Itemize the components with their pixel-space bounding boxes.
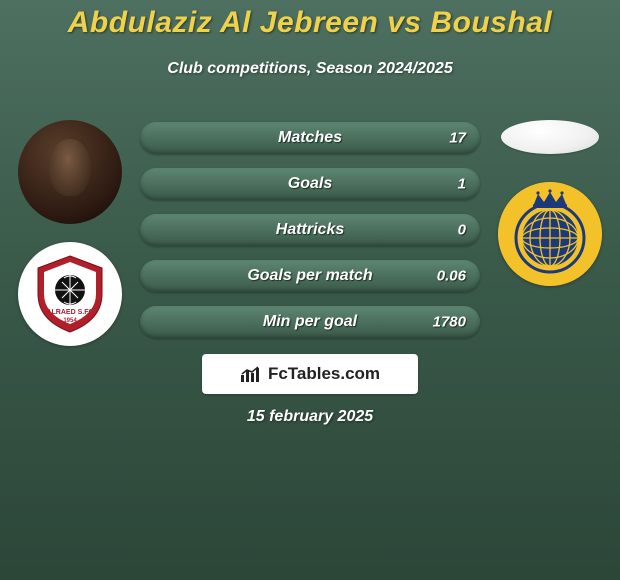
stat-label: Min per goal — [263, 313, 357, 331]
stat-row: Goals 1 — [140, 168, 480, 200]
page-title: Abdulaziz Al Jebreen vs Boushal — [0, 6, 620, 40]
stat-row: Goals per match 0.06 — [140, 260, 480, 292]
player2-club-badge — [498, 182, 602, 286]
stat-right-value: 1 — [458, 176, 466, 193]
alraed-badge-icon: ALRAED S.FC 1954 — [34, 254, 106, 334]
player1-column: ALRAED S.FC 1954 — [10, 120, 130, 346]
branding-text: FcTables.com — [268, 364, 380, 384]
player1-avatar — [18, 120, 122, 224]
subtitle: Club competitions, Season 2024/2025 — [0, 60, 620, 78]
date-text: 15 february 2025 — [0, 408, 620, 426]
branding-badge: FcTables.com — [202, 354, 418, 394]
stat-label: Goals — [288, 175, 332, 193]
chart-icon — [240, 365, 262, 383]
stat-row: Matches 17 — [140, 122, 480, 154]
stat-right-value: 0 — [458, 222, 466, 239]
alnassr-badge-icon — [498, 182, 602, 286]
club1-label: ALRAED S.FC — [46, 309, 93, 316]
stat-row: Min per goal 1780 — [140, 306, 480, 338]
stat-label: Hattricks — [276, 221, 344, 239]
player2-column — [490, 120, 610, 286]
stat-right-value: 17 — [449, 130, 466, 147]
player1-club-badge: ALRAED S.FC 1954 — [18, 242, 122, 346]
club1-year: 1954 — [63, 318, 77, 324]
player2-avatar — [501, 120, 599, 154]
stat-row: Hattricks 0 — [140, 214, 480, 246]
stat-right-value: 0.06 — [437, 268, 466, 285]
stats-list: Matches 17 Goals 1 Hattricks 0 Goals per… — [140, 122, 480, 352]
stat-label: Goals per match — [247, 267, 372, 285]
stat-right-value: 1780 — [433, 314, 466, 331]
stat-label: Matches — [278, 129, 342, 147]
comparison-card: Abdulaziz Al Jebreen vs Boushal Club com… — [0, 0, 620, 580]
